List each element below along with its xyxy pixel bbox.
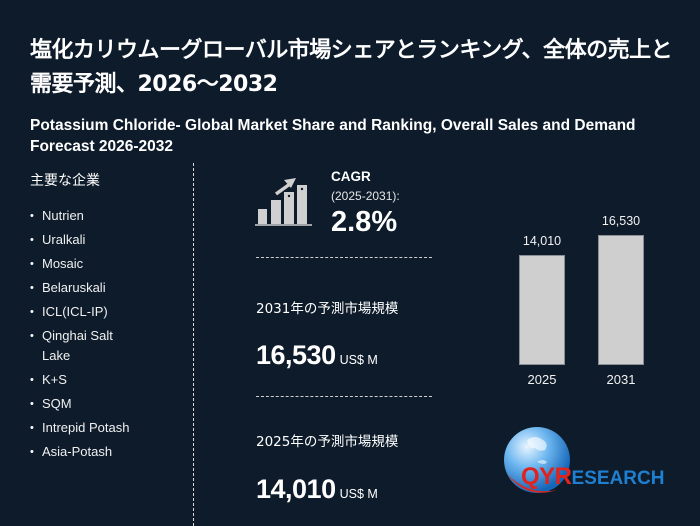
key-companies-heading: 主要な企業 — [30, 173, 100, 189]
company-item: SQM — [30, 394, 190, 414]
bar-category-label: 2025 — [527, 372, 557, 387]
company-item: Uralkali — [30, 230, 190, 250]
company-item: Qinghai Salt Lake — [30, 326, 140, 366]
bar-rect — [598, 235, 644, 365]
cagr-label: CAGR — [331, 169, 371, 184]
page-title-en: Potassium Chloride- Global Market Share … — [30, 117, 636, 155]
company-item: Asia-Potash — [30, 442, 190, 462]
logo-esearch: ESEARCH — [571, 468, 665, 489]
logo-qyr: QYR — [521, 463, 572, 490]
company-item: Intrepid Potash — [30, 418, 190, 438]
qyresearch-logo: QYRESEARCH — [497, 420, 677, 510]
bar-2031: 16,530 2031 — [598, 214, 644, 387]
cagr-block: CAGR (2025-2031): 2.8% — [331, 167, 400, 239]
forecast-2025-unit: US$ M — [339, 487, 378, 501]
forecast-2025-number: 14,010 — [256, 474, 336, 504]
growth-chart-icon — [254, 172, 316, 228]
bar-2025: 14,010 2025 — [519, 234, 565, 387]
forecast-2031-value: 16,530 US$ M — [256, 340, 378, 371]
logo-wordmark: QYRESEARCH — [521, 463, 664, 491]
bar-value-label: 16,530 — [601, 214, 641, 228]
bar-rect — [519, 255, 565, 365]
company-item: Nutrien — [30, 206, 190, 226]
cagr-period: (2025-2031): — [331, 189, 400, 203]
company-item: Belaruskali — [30, 278, 190, 298]
company-item: K+S — [30, 370, 190, 390]
horizontal-divider — [256, 257, 432, 258]
market-size-bar-chart: 14,010 2025 16,530 2031 — [500, 214, 680, 395]
bar-category-label: 2031 — [606, 372, 636, 387]
company-item: ICL(ICL-IP) — [30, 302, 190, 322]
forecast-2031-label: 2031年の予測市場規模 — [256, 301, 399, 317]
horizontal-divider — [256, 396, 432, 397]
forecast-2031-unit: US$ M — [339, 353, 378, 367]
company-item: Mosaic — [30, 254, 190, 274]
bar-value-label: 14,010 — [522, 234, 562, 248]
forecast-2031-number: 16,530 — [256, 340, 336, 370]
forecast-2025-label: 2025年の予測市場規模 — [256, 434, 399, 450]
globe-icon — [504, 427, 570, 493]
key-companies-panel: 主要な企業 Nutrien Uralkali Mosaic Belaruskal… — [30, 170, 190, 466]
cagr-value: 2.8% — [331, 206, 398, 238]
page-title-jp: 塩化カリウムーグローバル市場シェアとランキング、全体の売上と需要予測、2026～… — [30, 38, 673, 97]
company-list: Nutrien Uralkali Mosaic Belaruskali ICL(… — [30, 206, 190, 462]
forecast-2025-value: 14,010 US$ M — [256, 474, 378, 505]
vertical-divider — [193, 163, 194, 526]
